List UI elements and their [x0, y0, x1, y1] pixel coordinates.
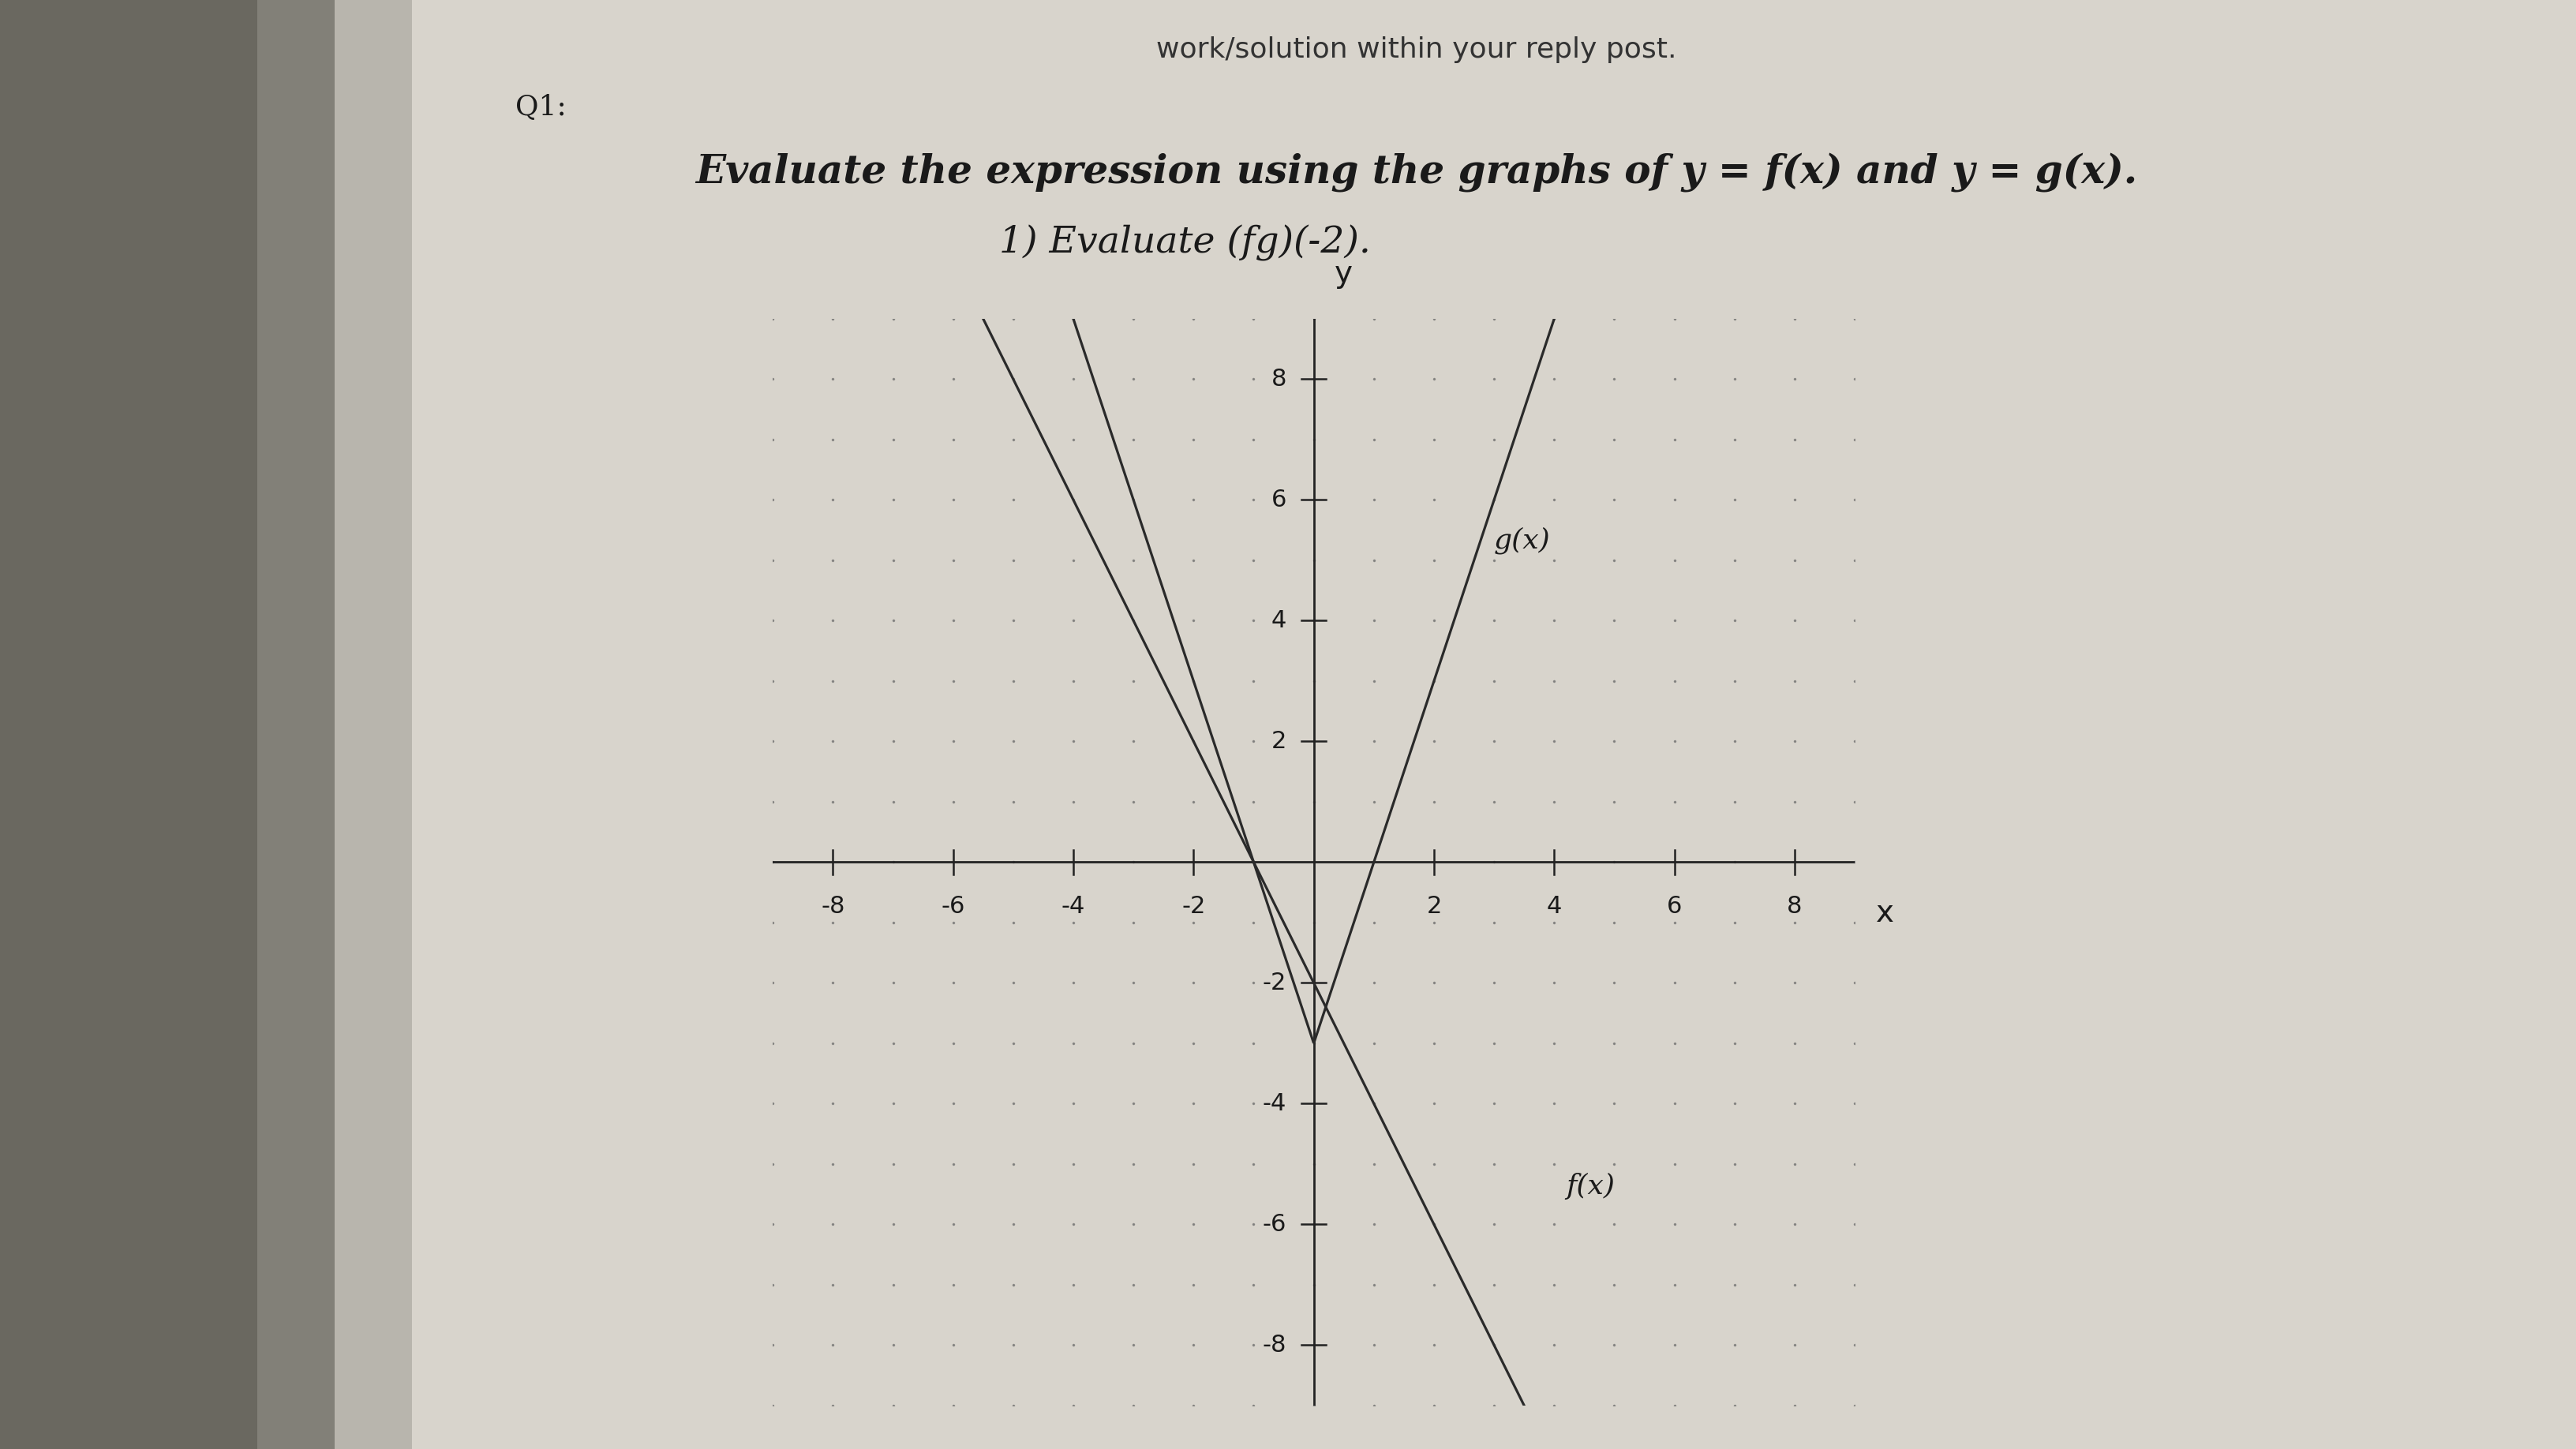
Text: 2: 2: [1427, 895, 1443, 919]
Bar: [0, 0, 335, 1449]
Text: -2: -2: [1182, 895, 1206, 919]
Text: -8: -8: [822, 895, 845, 919]
Text: -2: -2: [1262, 971, 1288, 994]
Text: g(x): g(x): [1494, 527, 1551, 554]
Text: -4: -4: [1262, 1093, 1288, 1116]
Bar: [258, 0, 412, 1449]
Text: 6: 6: [1667, 895, 1682, 919]
Bar: [335, 0, 2576, 1449]
Text: 6: 6: [1273, 488, 1288, 511]
Text: 4: 4: [1546, 895, 1561, 919]
Text: -6: -6: [1262, 1213, 1288, 1236]
Text: f(x): f(x): [1566, 1172, 1615, 1200]
Text: y: y: [1334, 258, 1352, 288]
Text: 8: 8: [1788, 895, 1803, 919]
Text: x: x: [1875, 898, 1893, 929]
Text: 4: 4: [1273, 609, 1288, 632]
Text: Q1:: Q1:: [515, 94, 567, 122]
Text: 8: 8: [1273, 368, 1288, 391]
Text: 2: 2: [1273, 730, 1288, 753]
Text: -4: -4: [1061, 895, 1084, 919]
Text: work/solution within your reply post.: work/solution within your reply post.: [1157, 36, 1677, 64]
Text: -8: -8: [1262, 1333, 1288, 1356]
Text: 1) Evaluate (fg)(-2).: 1) Evaluate (fg)(-2).: [999, 225, 1370, 261]
Text: -6: -6: [940, 895, 966, 919]
Text: Evaluate the expression using the graphs of y = f(x) and y = g(x).: Evaluate the expression using the graphs…: [696, 152, 2138, 191]
